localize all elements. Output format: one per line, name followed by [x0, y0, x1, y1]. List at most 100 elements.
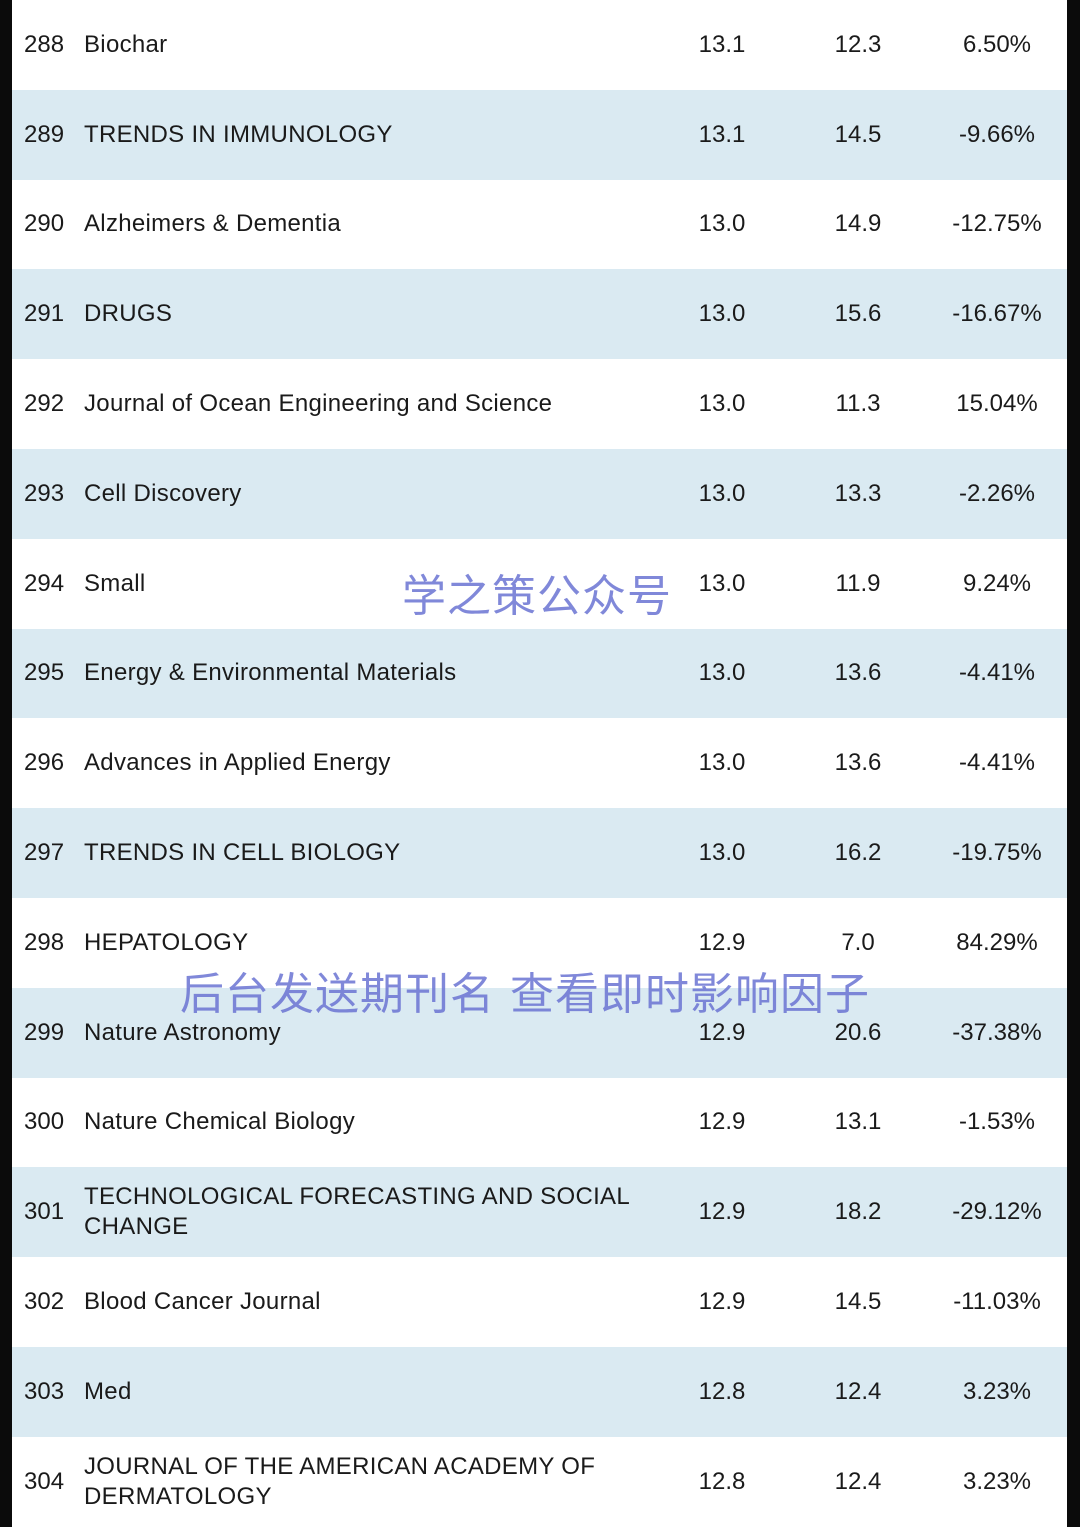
journal-name-cell: TRENDS IN CELL BIOLOGY [84, 839, 401, 867]
rank-cell: 289 [24, 120, 65, 148]
rank-cell: 303 [24, 1377, 65, 1405]
table-row: 289 TRENDS IN IMMUNOLOGY 13.1 14.5 -9.66% [12, 89, 1067, 180]
table-row: 288 Biochar 13.1 12.3 6.50% [12, 0, 1067, 90]
value-previous-cell: 14.5 [834, 1288, 882, 1316]
journal-name-cell: TECHNOLOGICAL FORECASTING AND SOCIAL CHA… [84, 1183, 630, 1241]
journal-name-cell: Journal of Ocean Engineering and Science [84, 390, 553, 418]
journal-name-cell: Advances in Applied Energy [84, 749, 391, 777]
rank-cell: 292 [24, 390, 65, 418]
change-percent-cell: -29.12% [952, 1198, 1042, 1226]
table-row: 297 TRENDS IN CELL BIOLOGY 13.0 16.2 -19.75% [12, 808, 1067, 898]
journal-table: 288 Biochar 13.1 12.3 6.50% 289 TRENDS IN IMMU… [12, 0, 1067, 1527]
journal-name-cell: Biochar [84, 30, 168, 58]
value-current-cell: 12.9 [698, 1108, 746, 1136]
value-previous-cell: 15.6 [834, 300, 882, 328]
value-current-cell: 13.0 [698, 839, 746, 867]
value-current-cell: 13.0 [698, 569, 746, 597]
value-current-cell: 13.1 [698, 120, 746, 148]
rank-cell: 294 [24, 569, 65, 597]
watermark-instruction: 后台发送期刊名 查看即时影响因子 [180, 969, 870, 1020]
change-percent-cell: -2.26% [958, 479, 1036, 507]
change-percent-cell: 9.24% [962, 569, 1032, 597]
table-row: 291 DRUGS 13.0 15.6 -16.67% [12, 269, 1067, 360]
table-row: 304 JOURNAL OF THE AMERICAN ACADEMY OF DE… [12, 1437, 1067, 1527]
rank-cell: 300 [24, 1108, 65, 1136]
change-percent-cell: 3.23% [962, 1467, 1032, 1495]
value-previous-cell: 7.0 [841, 928, 875, 956]
value-previous-cell: 13.3 [834, 479, 882, 507]
rank-cell: 302 [24, 1288, 65, 1316]
value-current-cell: 13.0 [698, 390, 746, 418]
journal-name-cell: Small [84, 569, 146, 597]
value-current-cell: 13.0 [698, 659, 746, 687]
value-current-cell: 12.9 [698, 1198, 746, 1226]
table-row: 292 Journal of Ocean Engineering and Scie… [12, 359, 1067, 449]
table-row: 299 Nature Astronomy 12.9 20.6 -37.38% [12, 987, 1067, 1078]
value-previous-cell: 16.2 [834, 839, 882, 867]
change-percent-cell: 15.04% [956, 390, 1038, 418]
table-row: 296 Advances in Applied Energy 13.0 13.6 -4.… [12, 718, 1067, 808]
change-percent-cell: 6.50% [962, 30, 1032, 58]
rank-cell: 291 [24, 300, 65, 328]
journal-name-cell: Blood Cancer Journal [84, 1288, 321, 1316]
change-percent-cell: -4.41% [958, 749, 1036, 777]
table-row: 294 Small 13.0 11.9 9.24% [12, 539, 1067, 629]
table-row: 300 Nature Chemical Biology 12.9 13.1 -1.53% [12, 1078, 1067, 1168]
change-percent-cell: -19.75% [952, 839, 1042, 867]
journal-name-cell: Alzheimers & Dementia [84, 210, 342, 238]
value-current-cell: 12.8 [698, 1377, 746, 1405]
value-previous-cell: 12.3 [834, 30, 882, 58]
table-row: 303 Med 12.8 12.4 3.23% [12, 1346, 1067, 1437]
journal-name-cell: DRUGS [84, 300, 173, 328]
journal-name-cell: HEPATOLOGY [84, 928, 249, 956]
value-previous-cell: 13.1 [834, 1108, 882, 1136]
value-previous-cell: 14.9 [834, 210, 882, 238]
change-percent-cell: -1.53% [958, 1108, 1036, 1136]
rank-cell: 301 [24, 1198, 65, 1226]
watermark-account: 学之策公众号 [402, 571, 672, 622]
rank-cell: 288 [24, 30, 65, 58]
value-current-cell: 12.8 [698, 1467, 746, 1495]
value-previous-cell: 12.4 [834, 1467, 882, 1495]
change-percent-cell: 84.29% [956, 928, 1038, 956]
value-previous-cell: 14.5 [834, 120, 882, 148]
table-row: 302 Blood Cancer Journal 12.9 14.5 -11.03% [12, 1257, 1067, 1347]
value-previous-cell: 13.6 [834, 659, 882, 687]
value-current-cell: 13.0 [698, 210, 746, 238]
journal-name-cell: Cell Discovery [84, 479, 242, 507]
rank-cell: 304 [24, 1467, 65, 1495]
value-previous-cell: 13.6 [834, 749, 882, 777]
journal-name-cell: TRENDS IN IMMUNOLOGY [84, 120, 393, 148]
value-previous-cell: 12.4 [834, 1377, 882, 1405]
value-current-cell: 12.9 [698, 1288, 746, 1316]
rank-cell: 293 [24, 479, 65, 507]
change-percent-cell: -9.66% [958, 120, 1036, 148]
value-previous-cell: 20.6 [834, 1018, 882, 1046]
change-percent-cell: 3.23% [962, 1377, 1032, 1405]
value-current-cell: 13.0 [698, 479, 746, 507]
table-row: 295 Energy & Environmental Materials 13.0 1… [12, 628, 1067, 719]
value-previous-cell: 11.3 [835, 390, 881, 418]
change-percent-cell: -11.03% [953, 1288, 1041, 1316]
value-previous-cell: 18.2 [834, 1198, 882, 1226]
value-previous-cell: 11.9 [835, 569, 881, 597]
journal-name-cell: Nature Astronomy [84, 1018, 281, 1046]
journal-name-cell: Nature Chemical Biology [84, 1108, 356, 1136]
rank-cell: 295 [24, 659, 65, 687]
rank-cell: 290 [24, 210, 65, 238]
rank-cell: 299 [24, 1018, 65, 1046]
rank-cell: 297 [24, 839, 65, 867]
value-current-cell: 13.0 [698, 300, 746, 328]
left-border [0, 0, 12, 1527]
change-percent-cell: -37.38% [952, 1018, 1042, 1046]
change-percent-cell: -4.41% [958, 659, 1036, 687]
rank-cell: 296 [24, 749, 65, 777]
journal-name-cell: JOURNAL OF THE AMERICAN ACADEMY OF DERMA… [84, 1452, 596, 1510]
table-row: 293 Cell Discovery 13.0 13.3 -2.26% [12, 448, 1067, 539]
journal-name-cell: Energy & Environmental Materials [84, 659, 457, 687]
table-row: 298 HEPATOLOGY 12.9 7.0 84.29% [12, 898, 1067, 988]
value-current-cell: 13.1 [698, 30, 746, 58]
value-current-cell: 13.0 [698, 749, 746, 777]
change-percent-cell: -16.67% [952, 300, 1042, 328]
value-current-cell: 12.9 [698, 928, 746, 956]
